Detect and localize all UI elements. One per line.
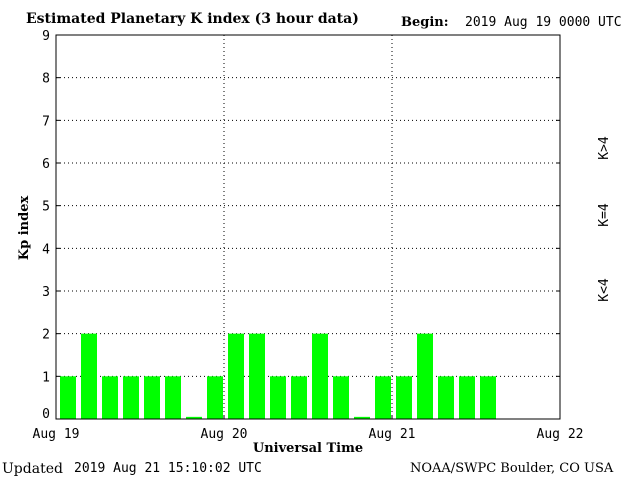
y-tick-label-0: 0 [42,407,50,422]
y-tick-label-3: 3 [42,285,50,300]
bar-6 [186,416,202,419]
source-credit: NOAA/SWPC Boulder, CO USA [410,461,614,476]
y-tick-label-1: 1 [42,370,50,385]
y-tick-label-9: 9 [42,29,50,44]
bar-18 [438,376,454,419]
x-tick-label-0: Aug 19 [33,427,80,442]
x-ticks: Aug 19 Aug 20 Aug 21 Aug 22 [33,415,584,442]
bar-8 [228,333,244,419]
bar-19 [459,376,475,419]
begin-value: 2019 Aug 19 0000 UTC [465,15,622,30]
x-tick-label-2: Aug 21 [369,427,416,442]
y-tick-label-2: 2 [42,328,50,343]
y-tick-label-5: 5 [42,200,50,215]
updated-label: Updated [2,461,63,477]
y-tick-label-7: 7 [42,114,50,129]
bar-13 [333,376,349,419]
bar-1 [81,333,97,419]
bar-16 [396,376,412,419]
bar-11 [291,376,307,419]
y-tick-label-8: 8 [42,72,50,87]
y-ticks: 0 1 2 3 4 5 6 7 8 9 [42,29,560,422]
chart-title: Estimated Planetary K index (3 hour data… [26,11,359,27]
x-axis-label: Universal Time [253,441,363,456]
bar-14 [354,416,370,419]
x-tick-label-1: Aug 20 [201,427,248,442]
bar-9 [249,333,265,419]
legend-item-0: K<4 [597,278,612,302]
y-axis-label: Kp index [17,196,32,261]
updated-value: 2019 Aug 21 15:10:02 UTC [74,461,262,476]
bar-12 [312,333,328,419]
bar-7 [207,376,223,419]
plot-frame [55,34,561,420]
y-tick-label-6: 6 [42,157,50,172]
bar-0 [60,376,76,419]
bars [60,333,496,419]
x-tick-label-3: Aug 22 [537,427,584,442]
bar-4 [144,376,160,419]
bar-17 [417,333,433,419]
y-tick-label-4: 4 [42,242,50,257]
grid [56,35,560,419]
bar-20 [480,376,496,419]
bar-10 [270,376,286,419]
bar-2 [102,376,118,419]
bar-3 [123,376,139,419]
bar-5 [165,376,181,419]
legend: K<4 K=4 K>4 [597,136,612,302]
begin-label: Begin: [401,15,449,30]
bar-15 [375,376,391,419]
legend-item-2: K>4 [597,136,612,160]
legend-item-1: K=4 [597,203,612,227]
